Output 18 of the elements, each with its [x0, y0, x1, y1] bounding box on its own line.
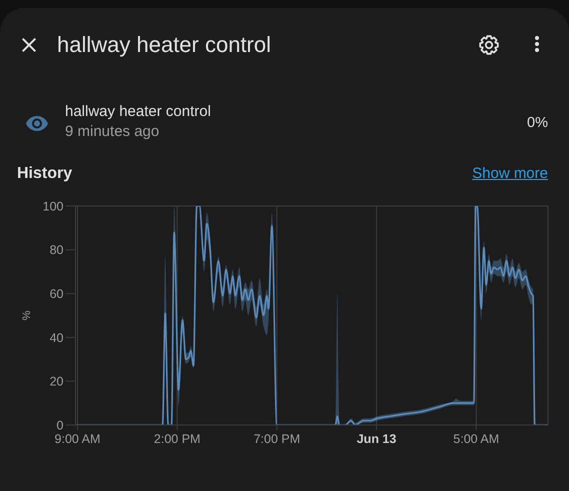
y-tick-label: 80 [50, 243, 64, 258]
x-tick-label: 5:00 AM [453, 432, 500, 446]
y-axis-title: % [21, 310, 33, 320]
y-tick-label: 20 [50, 374, 64, 389]
x-tick-label: 9:00 AM [54, 432, 100, 446]
text: Show more [472, 164, 548, 182]
y-tick-label: 0 [56, 418, 64, 432]
y-tick-label: 60 [50, 287, 64, 302]
text: 9 minutes ago [65, 123, 160, 141]
y-tick-label: 100 [42, 199, 64, 214]
text: hallway heater control [65, 103, 211, 121]
x-tick-label: 2:00 PM [154, 432, 200, 446]
chart-title: hallway heater control [57, 32, 272, 58]
text: 0% [527, 114, 548, 132]
x-tick-label: Jun 13 [356, 432, 396, 446]
y-tick-label: 40 [50, 330, 64, 345]
x-tick-label: 7:00 PM [254, 432, 300, 446]
chart-subtitle: History [17, 164, 72, 184]
